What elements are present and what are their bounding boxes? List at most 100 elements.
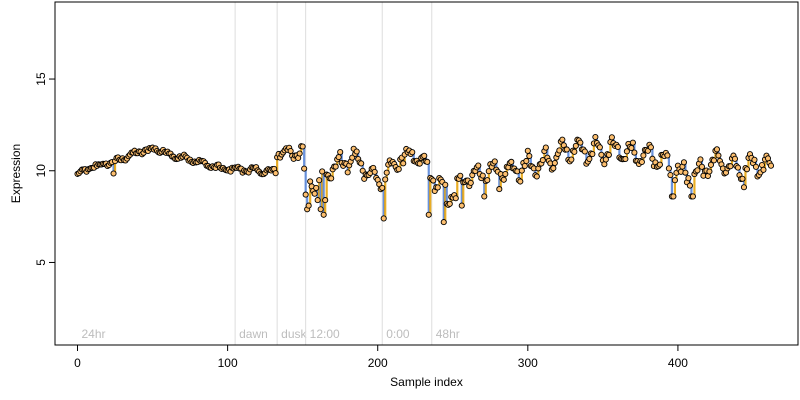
data-point [539, 157, 546, 164]
data-point [485, 168, 492, 175]
data-point [521, 162, 528, 170]
data-point [332, 163, 339, 170]
data-point [475, 162, 482, 169]
data-point [467, 179, 474, 186]
data-point [697, 156, 704, 163]
data-point [605, 151, 612, 158]
data-point [743, 166, 751, 173]
data-point [614, 143, 621, 151]
data-point [731, 155, 739, 162]
data-point [491, 158, 498, 165]
data-point [446, 200, 453, 207]
data-point [602, 156, 609, 163]
data-point [380, 215, 387, 222]
data-point [631, 149, 638, 156]
data-point [311, 190, 318, 197]
data-point [400, 160, 407, 167]
data-point [296, 150, 303, 157]
data-point [382, 176, 389, 183]
data-points [74, 133, 775, 226]
data-point [409, 149, 416, 156]
data-point [337, 149, 344, 156]
data-point [481, 193, 488, 200]
data-point [500, 176, 507, 183]
data-point [533, 173, 540, 180]
data-point [550, 165, 557, 172]
data-point [517, 178, 524, 185]
data-point [559, 136, 566, 143]
data-point [767, 162, 775, 169]
data-point [458, 202, 465, 209]
x-axis-label: Sample index [390, 375, 463, 389]
data-point [484, 177, 491, 184]
data-point [680, 159, 687, 166]
data-point [686, 182, 693, 189]
marker-label: 12:00 [310, 327, 340, 341]
data-point [556, 147, 563, 154]
data-point [379, 184, 386, 191]
data-point [694, 167, 701, 174]
data-point [425, 211, 432, 218]
data-point [518, 167, 525, 174]
data-point [523, 157, 530, 165]
data-point [551, 159, 558, 167]
data-point [671, 177, 678, 184]
data-point [496, 186, 503, 193]
data-point [322, 197, 329, 204]
data-point [305, 202, 312, 209]
data-point [715, 152, 722, 159]
data-point [457, 172, 464, 179]
y-axis-label: Expression [9, 144, 23, 203]
data-point [640, 152, 647, 159]
marker-label: dusk [281, 327, 307, 341]
data-point [371, 168, 378, 175]
data-point [581, 148, 588, 155]
data-point [596, 144, 603, 151]
data-point [586, 155, 593, 162]
data-point [727, 163, 734, 170]
data-point [740, 184, 748, 191]
data-point [667, 172, 674, 179]
data-point [682, 169, 689, 176]
data-point [335, 154, 342, 161]
x-tick-label: 100 [218, 356, 238, 370]
data-point [638, 158, 645, 166]
x-tick-label: 400 [668, 356, 688, 370]
data-point [685, 175, 692, 182]
data-point [314, 197, 321, 204]
data-point [479, 172, 486, 179]
data-point [664, 152, 671, 159]
data-point [734, 164, 742, 171]
data-point [344, 169, 351, 176]
data-point [698, 163, 705, 170]
data-point [395, 166, 402, 173]
y-tick-label: 15 [34, 72, 48, 86]
data-point [563, 146, 570, 153]
data-point [434, 184, 441, 191]
data-point [383, 169, 390, 176]
data-point [301, 165, 308, 172]
data-point [713, 146, 720, 153]
marker-label: dawn [239, 327, 268, 341]
data-point [317, 206, 324, 213]
data-point [665, 165, 672, 172]
data-point [628, 144, 635, 152]
x-tick-label: 0 [74, 356, 81, 370]
data-point [608, 134, 615, 141]
marker-label: 48hr [436, 327, 460, 341]
data-point [589, 151, 596, 158]
data-point [706, 168, 713, 175]
change-segments [77, 137, 773, 223]
data-point [751, 156, 758, 163]
y-tick-label: 5 [34, 259, 48, 266]
data-point [760, 166, 767, 173]
data-point [307, 178, 314, 185]
time-markers: 24hr dawn dusk 12:00 0:00 48hr [82, 2, 460, 345]
data-point [272, 170, 279, 177]
data-point [313, 184, 320, 191]
data-point [623, 148, 630, 155]
data-point [430, 177, 437, 184]
data-point [689, 193, 696, 200]
marker-label: 0:00 [386, 327, 410, 341]
